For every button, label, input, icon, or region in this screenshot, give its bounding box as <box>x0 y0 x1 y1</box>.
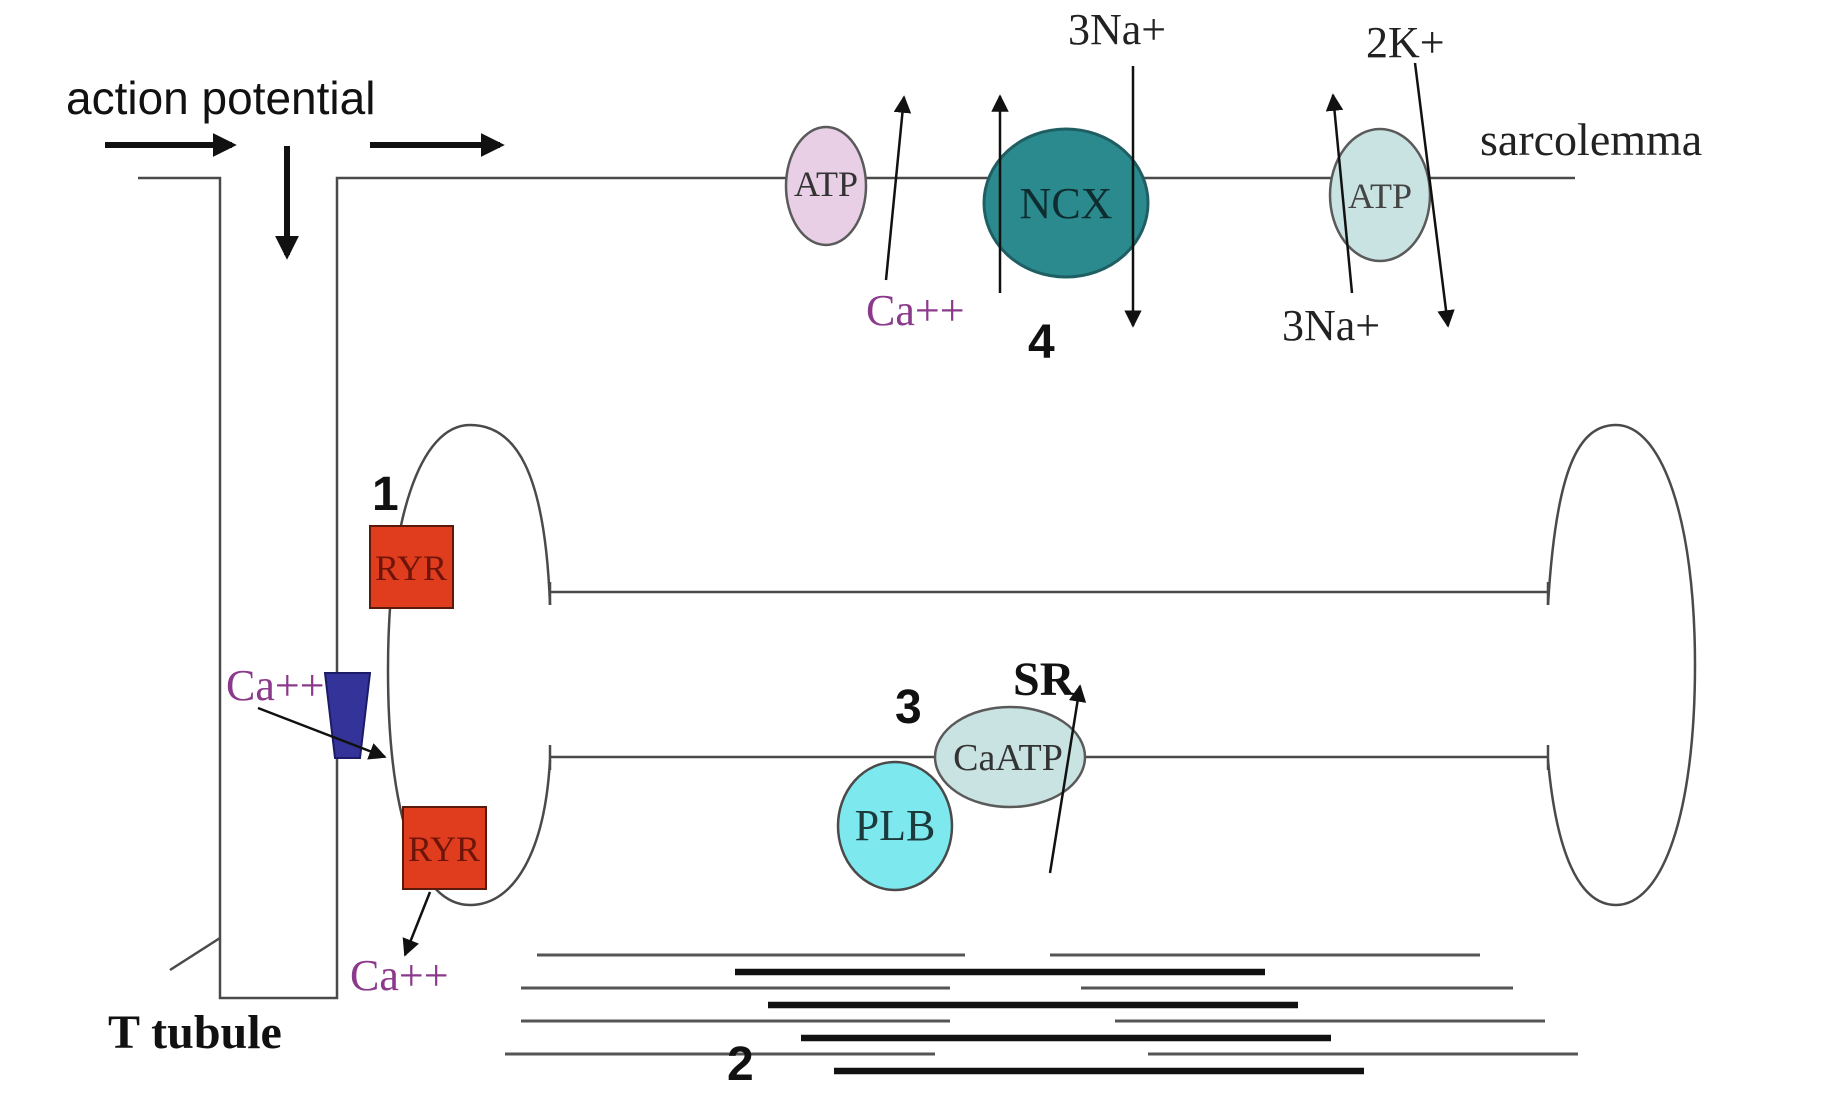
pmca-ellipse <box>784 125 868 247</box>
nak-k-in-arrow <box>1413 62 1455 328</box>
nak-label: ATP <box>1348 176 1412 216</box>
ryr-receptor-bottom: RYR <box>402 806 487 957</box>
na-k-pump: ATP <box>1325 62 1455 328</box>
ncx-na-label: 3Na+ <box>1068 5 1166 54</box>
l-type-channel-shape <box>323 672 372 759</box>
ryr-receptor-top: RYR <box>369 525 454 609</box>
ncx-ellipse <box>982 127 1150 279</box>
step-number-4: 4 <box>1028 316 1055 369</box>
step-number-3: 3 <box>895 681 922 734</box>
serca-pump: CaATP <box>933 684 1087 874</box>
sarcolemma-label: sarcolemma <box>1480 114 1702 165</box>
l-type-ca-label: Ca++ <box>226 661 325 710</box>
nak-na-label: 3Na+ <box>1282 301 1380 350</box>
sr-right-cisterna <box>1546 423 1697 907</box>
ryr-bottom-box <box>402 806 487 890</box>
ncx-label: NCX <box>1020 179 1113 228</box>
thick-filaments <box>735 968 1364 1075</box>
thin-filaments <box>505 953 1578 1056</box>
step-number-1: 1 <box>372 468 399 521</box>
serca-ellipse <box>933 705 1087 809</box>
action-potential-arrows <box>105 133 505 260</box>
l-type-ca-arrow <box>257 706 387 760</box>
plb-ellipse <box>836 760 954 892</box>
serca-label: CaATP <box>953 737 1063 779</box>
phospholamban: PLB <box>836 760 954 892</box>
action-potential-label: action potential <box>66 72 375 124</box>
myofilaments <box>505 953 1578 1075</box>
serca-ca-uptake-arrow <box>1048 684 1087 874</box>
sarcolemma-membrane <box>138 176 1575 1000</box>
nak-na-out-arrow <box>1325 93 1354 294</box>
plb-label: PLB <box>855 801 936 850</box>
pmca-pump: ATP <box>784 95 912 281</box>
ncx-exchanger: NCX <box>982 66 1150 328</box>
sr-label: SR <box>1013 653 1076 706</box>
t-tubule-label: T tubule <box>108 1006 282 1059</box>
sr-left-cisterna <box>386 423 552 907</box>
nak-ellipse <box>1328 127 1432 263</box>
pmca-ca-label: Ca++ <box>866 286 965 335</box>
ryr-ca-release-arrow <box>402 891 432 957</box>
pmca-ca-arrow <box>884 95 912 281</box>
l-type-ca-channel <box>257 672 387 760</box>
nak-k-label: 2K+ <box>1366 18 1445 67</box>
pmca-label: ATP <box>794 164 858 204</box>
ryr-bottom-label: RYR <box>408 829 480 869</box>
t-tubule-pointer-line <box>169 936 221 972</box>
ryr-top-box <box>369 525 454 609</box>
ryr-ca-label: Ca++ <box>350 951 449 1000</box>
step-number-2: 2 <box>727 1038 754 1091</box>
ryr-top-label: RYR <box>375 548 447 588</box>
